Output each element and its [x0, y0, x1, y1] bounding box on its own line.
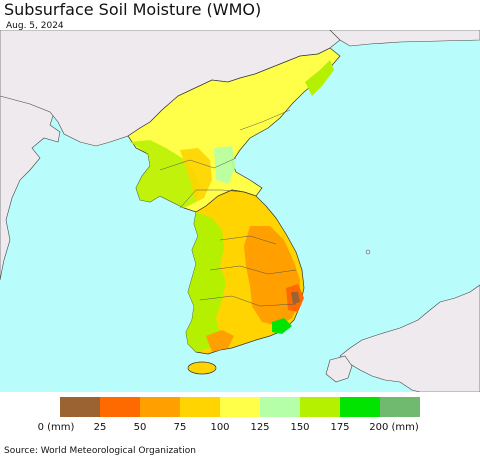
jeju-island [187, 361, 217, 375]
legend-swatch [380, 397, 420, 417]
japan-island-kyushu [325, 355, 353, 383]
legend-swatch [180, 397, 220, 417]
legend: 0 (mm) 25 50 75 100 125 150 175 200 (mm) [0, 392, 480, 442]
province-borders [159, 109, 297, 307]
legend-swatch [60, 397, 100, 417]
legend-color-bar [60, 397, 420, 417]
legend-label: 0 (mm) [37, 422, 75, 433]
legend-label: 150 [290, 422, 310, 433]
legend-swatch [260, 397, 300, 417]
legend-label: 100 [210, 422, 230, 433]
map-date: Aug. 5, 2024 [6, 21, 64, 31]
nk-light-green [214, 146, 236, 184]
nk-yellow-mid [180, 148, 212, 202]
sk-southwest-orange [206, 330, 234, 352]
japan-land [339, 284, 480, 392]
legend-swatch [100, 397, 140, 417]
legend-label: 50 [133, 422, 147, 433]
legend-label: 75 [173, 422, 187, 433]
legend-label: 25 [93, 422, 107, 433]
source-credit: Source: World Meteorological Organizatio… [4, 446, 196, 456]
legend-swatch [340, 397, 380, 417]
sk-very-dry-spot [291, 292, 300, 304]
legend-label: 175 [330, 422, 350, 433]
soil-moisture-map[interactable] [0, 30, 480, 392]
nk-northeast-green [305, 60, 334, 96]
legend-swatch [300, 397, 340, 417]
sk-moist-west [186, 212, 226, 352]
sk-dry-east [244, 226, 300, 326]
nk-moist-zone [130, 140, 200, 208]
legend-swatch [140, 397, 180, 417]
russia-land [329, 30, 480, 47]
legend-swatch [220, 397, 260, 417]
sk-southeast-green [272, 318, 292, 334]
map-title: Subsurface Soil Moisture (WMO) [4, 0, 262, 19]
legend-label: 125 [250, 422, 270, 433]
legend-label: 200 (mm) [369, 422, 419, 433]
ulleung-island [365, 249, 371, 255]
